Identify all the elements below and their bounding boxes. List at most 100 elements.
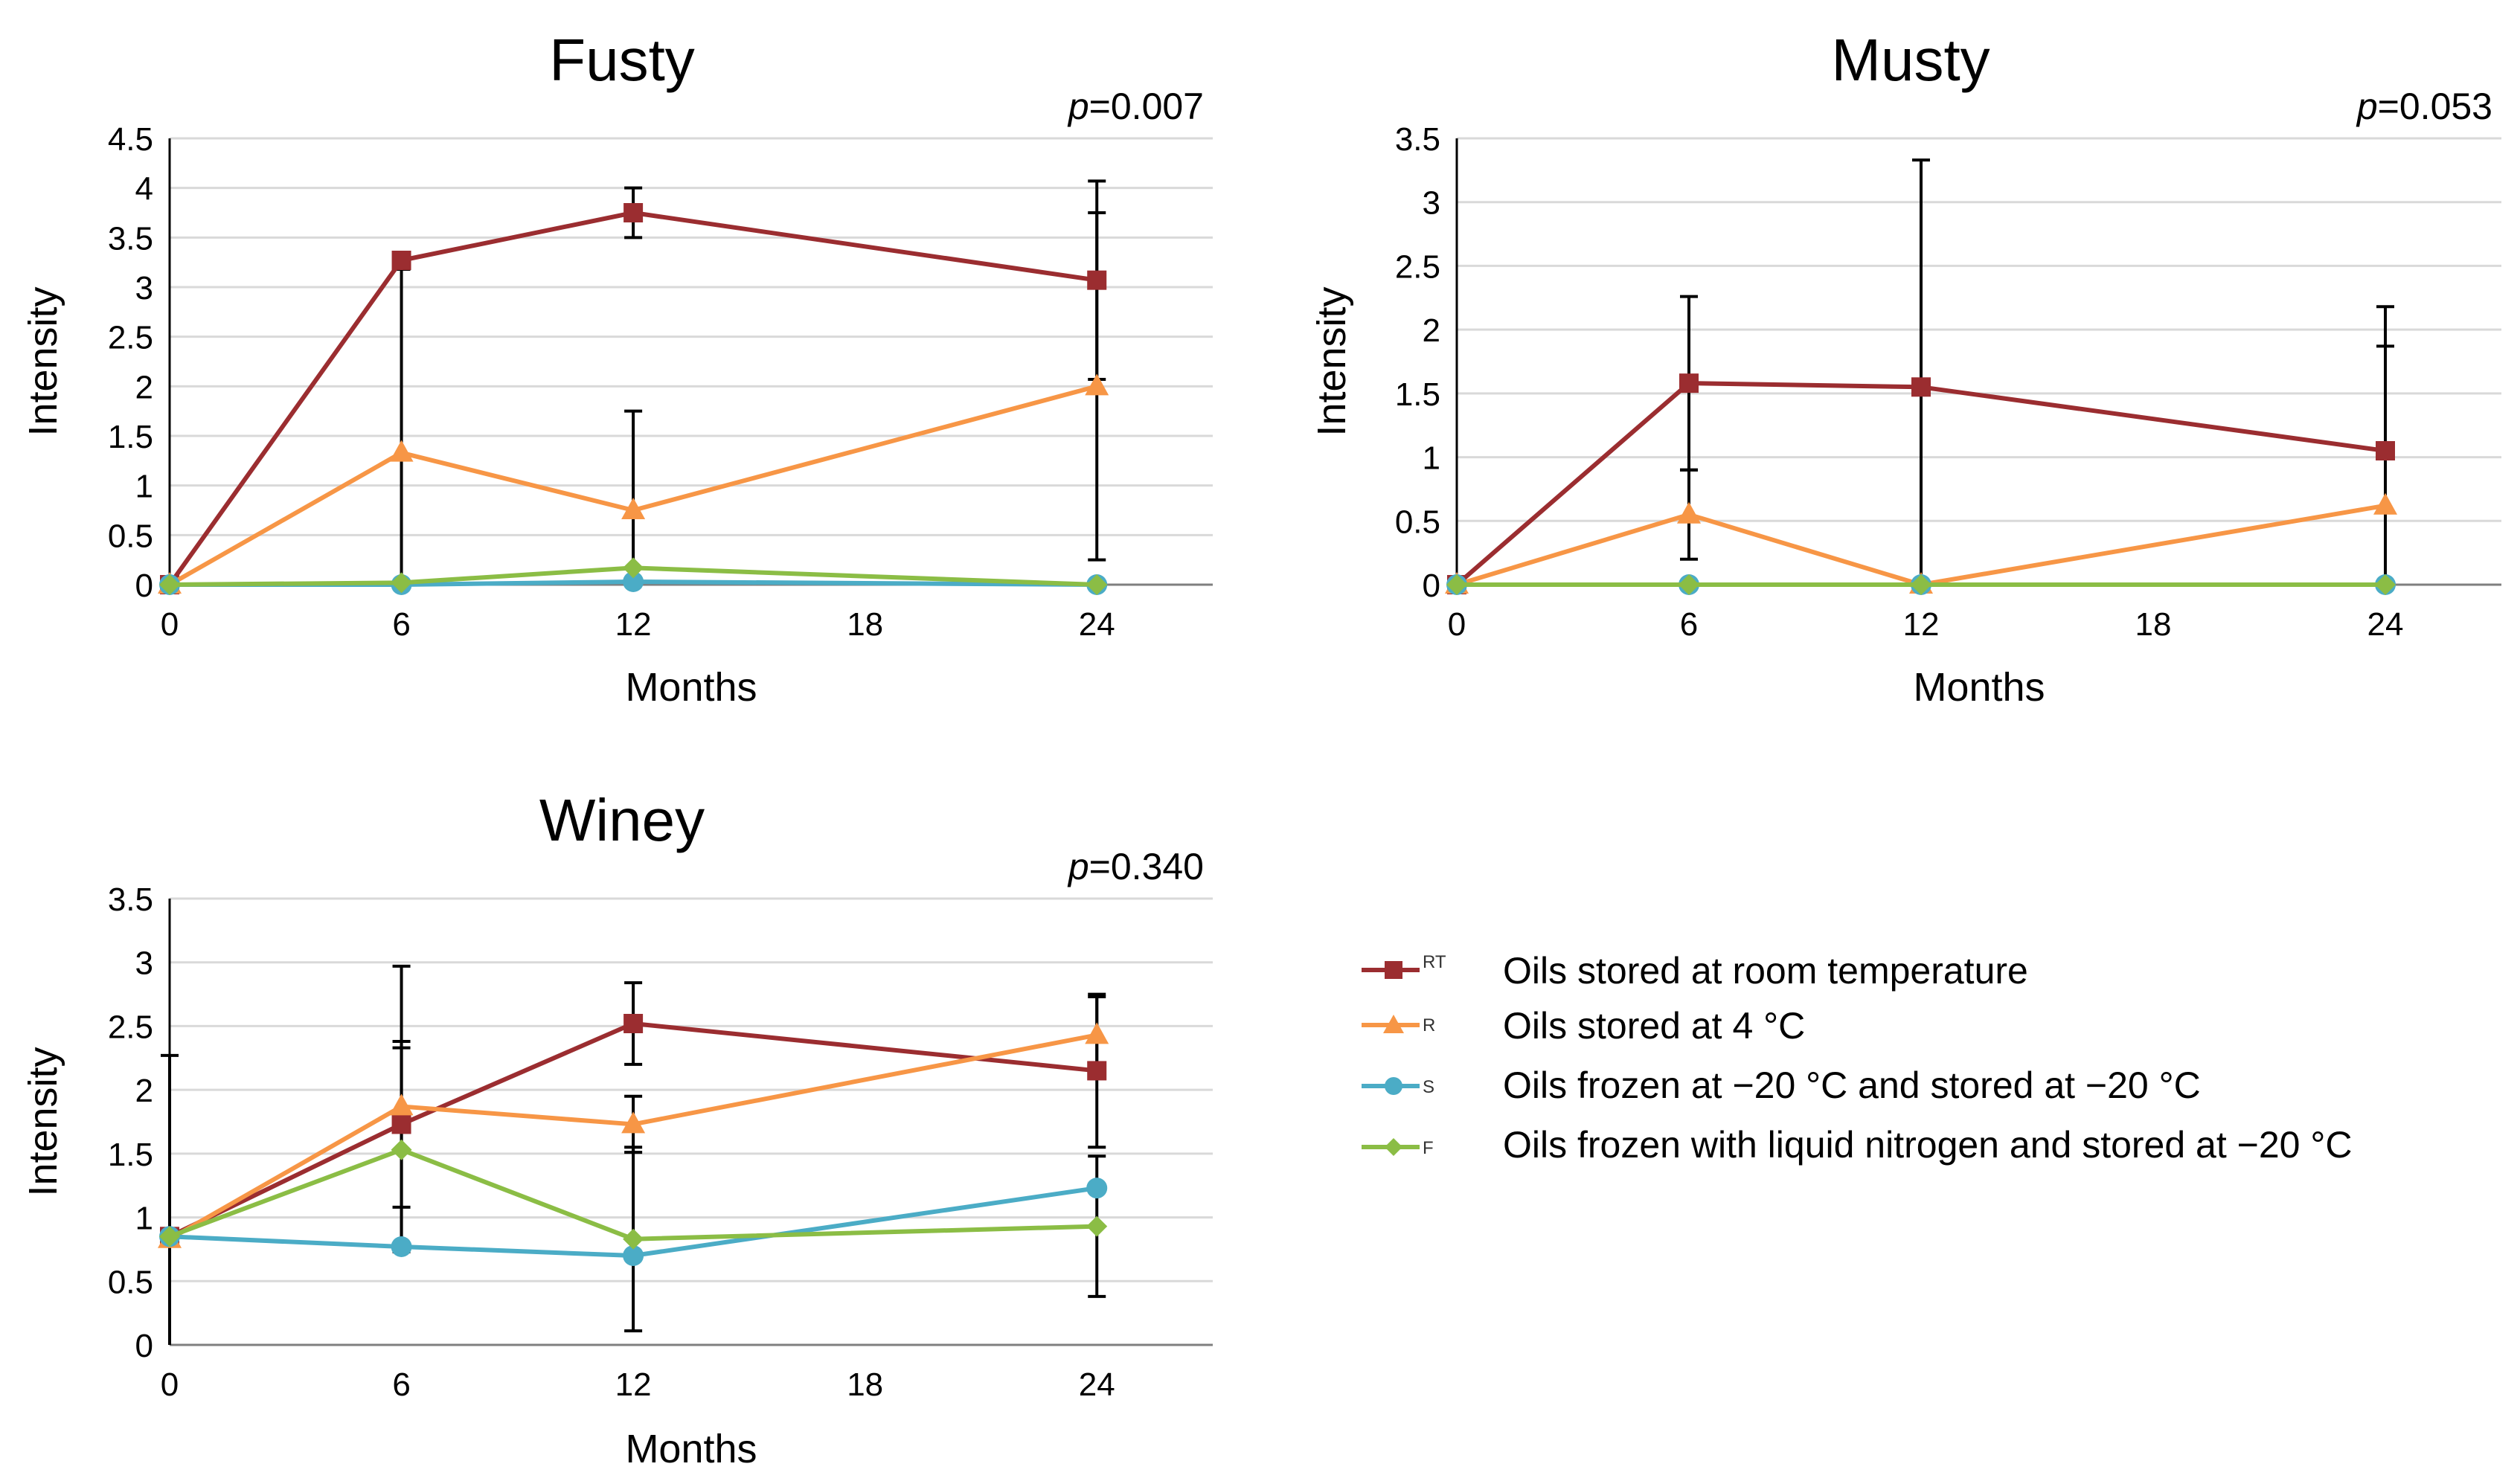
data-point-rt [391, 251, 411, 270]
p-value: p=0.007 [1067, 86, 1204, 127]
data-point-f [623, 1228, 644, 1250]
data-point-s [623, 1245, 644, 1266]
y-tick-label: 1 [1423, 440, 1440, 477]
data-point-rt [391, 1114, 411, 1134]
x-tick-label: 6 [392, 1366, 410, 1403]
y-tick-label: 4.5 [108, 121, 153, 158]
x-tick-label: 12 [615, 606, 652, 643]
y-tick-label: 2.5 [1395, 248, 1440, 285]
y-tick-label: 1.5 [108, 419, 153, 455]
data-point-f [1086, 1215, 1108, 1237]
y-tick-label: 0 [135, 568, 153, 604]
series-line-rt [1455, 381, 2386, 587]
data-point-r [621, 498, 646, 519]
series-line-r [168, 1032, 1097, 1242]
data-point-rt [623, 1014, 644, 1033]
y-tick-label: 0.5 [108, 1264, 153, 1300]
legend-item-s: S Oils frozen at −20 °C and stored at −2… [1362, 1064, 2201, 1106]
data-point-f [1911, 574, 1931, 595]
p-value-number: =0.007 [1089, 86, 1204, 127]
charts: 00.511.522.533.544.50 6 12 18 24Fustyp=0.007… [21, 27, 2501, 1471]
x-tick-label: 24 [1079, 1366, 1115, 1403]
y-tick-label: 3.5 [108, 881, 153, 918]
p-value-number: =0.053 [2378, 86, 2492, 127]
x-tick-label: 12 [1903, 606, 1940, 643]
p-value-symbol: p [2356, 86, 2378, 127]
data-point-rt [623, 203, 644, 222]
data-point-f [159, 1226, 180, 1247]
y-tick-label: 3.5 [108, 220, 153, 257]
y-tick-label: 3 [135, 270, 153, 306]
x-tick-label: 6 [1680, 606, 1698, 643]
x-axis-label: Months [625, 1427, 757, 1471]
y-tick-label: 2 [135, 1073, 153, 1109]
legend-label-rt: Oils stored at room temperature [1503, 950, 2028, 992]
data-point-r [1085, 373, 1109, 396]
legend-code-s: S [1423, 1077, 1434, 1097]
data-point-s [1086, 1178, 1108, 1199]
y-tick-label: 0 [135, 1328, 153, 1364]
x-tick-label: 12 [615, 1366, 652, 1403]
y-tick-label: 0.5 [108, 518, 153, 554]
legend-item-rt: RT Oils stored at room temperature [1362, 950, 2028, 992]
x-tick-label: 18 [2135, 606, 2172, 643]
legend-triangle-marker-icon [1383, 1015, 1404, 1033]
y-axis-label: Intensity [21, 1047, 65, 1196]
p-value-number: =0.340 [1089, 846, 1204, 887]
data-point-rt [1087, 270, 1107, 290]
y-tick-label: 3 [135, 945, 153, 982]
y-tick-label: 3.5 [1395, 121, 1440, 158]
y-axis-label: Intensity [1309, 286, 1354, 436]
series-line-f [169, 565, 1097, 587]
data-point-s [623, 571, 644, 592]
y-tick-label: 2.5 [108, 1009, 153, 1045]
y-tick-label: 2 [1423, 312, 1440, 349]
data-point-r [389, 1093, 414, 1116]
y-tick-label: 1.5 [1395, 376, 1440, 413]
y-tick-label: 2 [135, 369, 153, 405]
x-tick-label: 6 [392, 606, 410, 643]
data-point-f [159, 574, 180, 595]
chart-winey: 0 0.5 1 1.5 2 2.5 3 3.5 0 6 12 18 24 Winey p=0.340 Mont… [21, 787, 1213, 1471]
data-point-f [2375, 574, 2396, 595]
legend-label-s: Oils frozen at −20 °C and stored at −20 … [1503, 1064, 2201, 1106]
chart-fusty: 0 0.5 1 1.5 2 2.5 3 3.5 4 4.5 0 6 12 18 24 Fusty p=0.007… [21, 27, 1213, 710]
p-value: p=0.053 [2356, 86, 2492, 127]
x-tick-label: 0 [161, 606, 179, 643]
x-tick-label: 18 [847, 1366, 883, 1403]
chart-title: Fusty [549, 27, 695, 93]
series-line-f [168, 1147, 1097, 1242]
data-point-f [391, 1139, 412, 1160]
y-tick-label: 2.5 [108, 320, 153, 356]
data-point-r [1677, 501, 1701, 524]
y-tick-label: 0 [1423, 568, 1440, 604]
legend-code-r: R [1423, 1015, 1435, 1035]
x-tick-label: 18 [847, 606, 883, 643]
x-axis-label: Months [625, 665, 757, 710]
x-axis-label: Months [1913, 665, 2045, 710]
data-point-r [389, 440, 414, 462]
data-point-f [391, 572, 412, 594]
series-line-r [1456, 503, 2386, 587]
chart-musty: 0 0.5 1 1.5 2 2.5 3 3.5 0 6 12 18 24 Musty p=0.053 Mont… [1309, 27, 2501, 710]
legend: RT Oils stored at room temperature R Oil… [1362, 950, 2352, 1166]
data-point-f [1446, 574, 1467, 595]
p-value-symbol: p [1067, 846, 1089, 887]
legend-label-r: Oils stored at 4 °C [1503, 1005, 1805, 1047]
data-point-rt [1087, 1061, 1107, 1081]
p-value-symbol: p [1067, 86, 1089, 127]
y-tick-label: 1 [135, 469, 153, 505]
legend-item-f: F Oils frozen with liquid nitrogen and s… [1362, 1124, 2352, 1166]
legend-code-f: F [1423, 1138, 1434, 1158]
chart-title: Musty [1831, 27, 1990, 93]
series-line-rt [168, 1021, 1097, 1239]
legend-item-r: R Oils stored at 4 °C [1362, 1005, 1805, 1047]
x-tick-label: 24 [2367, 606, 2404, 643]
x-tick-label: 0 [1448, 606, 1466, 643]
data-point-f [1679, 574, 1699, 595]
series-line-s [169, 1186, 1097, 1258]
data-point-r [621, 1111, 646, 1134]
chart-title: Winey [539, 787, 705, 853]
series-line-r [168, 384, 1097, 587]
